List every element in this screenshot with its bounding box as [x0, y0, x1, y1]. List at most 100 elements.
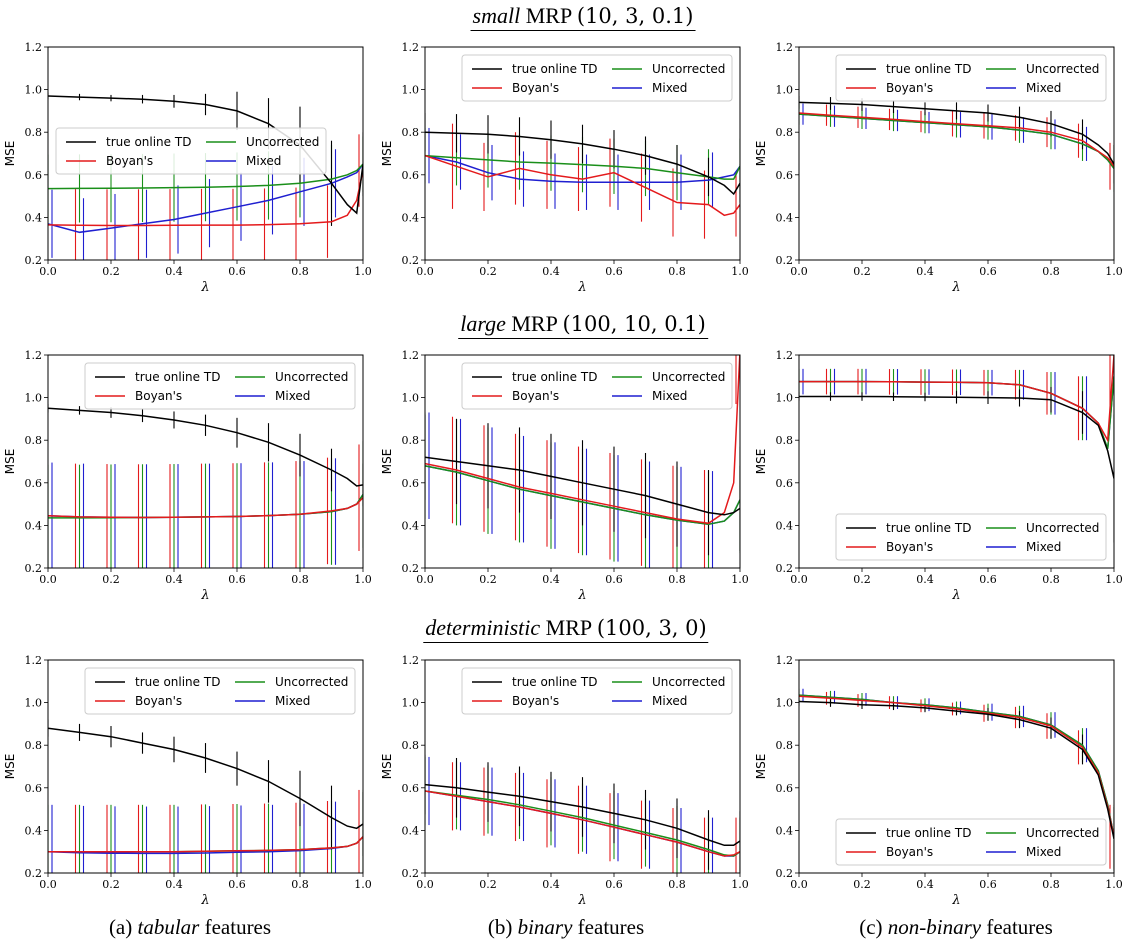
caption-emph: binary — [517, 915, 573, 939]
legend-box — [55, 127, 327, 175]
legend-label: Uncorrected — [1026, 826, 1099, 840]
legend: true online TD Boyan's Uncorrected Mixed — [461, 667, 733, 715]
caption-emph: tabular — [137, 915, 200, 939]
caption-nonbinary: (c) non-binary features — [859, 915, 1053, 940]
y-tick-label: 0.2 — [402, 562, 420, 575]
y-tick-label: 1.0 — [776, 392, 794, 405]
legend-box — [461, 362, 733, 410]
y-tick-label: 1.2 — [402, 41, 420, 54]
legend-label: Uncorrected — [246, 135, 319, 149]
legend-label: Uncorrected — [1026, 521, 1099, 535]
legend-label: Boyan's — [512, 389, 559, 403]
plot-area — [48, 91, 363, 260]
x-tick-label: 0.0 — [39, 573, 57, 586]
chart-panel-small-binary: 0.0 0.2 0.4 0.6 0.8 1.00.20.40.60.81.01.2λMSE… — [380, 41, 749, 295]
y-axis-label: MSE — [3, 449, 17, 475]
chart-panel-large-nonbinary: 0.0 0.2 0.4 0.6 0.8 1.00.20.40.60.81.01.2λMSE… — [754, 349, 1123, 603]
legend-box — [835, 818, 1107, 866]
legend-label: true online TD — [886, 826, 971, 840]
legend-label: Boyan's — [886, 845, 933, 859]
y-tick-label: 0.2 — [776, 254, 794, 267]
x-tick-label: 0.8 — [291, 573, 309, 586]
plot-area — [799, 95, 1114, 192]
y-axis-label: MSE — [754, 141, 768, 167]
legend-label: Boyan's — [512, 694, 559, 708]
series-line — [799, 355, 1114, 443]
x-tick-label: 0.2 — [479, 265, 497, 278]
x-tick-label: 0.2 — [102, 265, 120, 278]
x-tick-label: 1.0 — [1105, 265, 1123, 278]
legend-label: Uncorrected — [652, 370, 725, 384]
y-tick-label: 0.2 — [402, 254, 420, 267]
x-tick-label: 0.8 — [1042, 878, 1060, 891]
y-tick-label: 0.8 — [25, 126, 43, 139]
x-tick-label: 1.0 — [354, 878, 372, 891]
legend-label: Mixed — [1026, 845, 1061, 859]
y-tick-label: 1.2 — [776, 349, 794, 362]
legend: true online TD Boyan's Uncorrected Mixed — [461, 54, 733, 102]
legend-label: true online TD — [512, 370, 597, 384]
chart-panel-small-tabular: 0.0 0.2 0.4 0.6 0.8 1.00.20.40.60.81.01.2λMSE… — [3, 41, 372, 295]
x-tick-label: 0.6 — [605, 265, 623, 278]
x-tick-label: 0.4 — [542, 265, 560, 278]
legend: true online TD Boyan's Uncorrected Mixed — [835, 54, 1107, 102]
y-tick-label: 0.4 — [25, 211, 43, 224]
row-title-emph: small — [472, 3, 521, 28]
x-tick-label: 0.4 — [916, 573, 934, 586]
chart-panel-large-binary: 0.0 0.2 0.4 0.6 0.8 1.00.20.40.60.81.01.2λMSE… — [380, 349, 749, 603]
y-tick-label: 0.6 — [25, 477, 43, 490]
row-title-emph: large — [460, 311, 506, 336]
legend-label: Mixed — [652, 389, 687, 403]
y-tick-label: 1.0 — [402, 697, 420, 710]
series-line — [48, 95, 363, 215]
x-tick-label: 0.2 — [853, 265, 871, 278]
y-tick-label: 0.6 — [402, 782, 420, 795]
plot-frame — [47, 354, 364, 569]
legend-label: Boyan's — [512, 81, 559, 95]
plot-frame — [798, 659, 1115, 874]
y-tick-label: 1.0 — [25, 392, 43, 405]
legend-label: true online TD — [886, 521, 971, 535]
series-line — [48, 497, 363, 519]
series-line — [48, 727, 363, 830]
caption-rest: features — [204, 915, 272, 939]
legend-label: Boyan's — [135, 389, 182, 403]
caption-rest: features — [577, 915, 645, 939]
y-tick-label: 0.4 — [25, 519, 43, 532]
caption-emph: non-binary — [887, 915, 982, 939]
legend-label: Boyan's — [886, 540, 933, 554]
x-tick-label: 0.2 — [479, 573, 497, 586]
series-line — [799, 695, 1114, 837]
x-tick-label: 0.8 — [1042, 573, 1060, 586]
row-title-deterministic: deterministic MRP (100, 3, 0) — [423, 614, 709, 643]
caption-prefix: (a) — [108, 915, 133, 939]
legend-label: true online TD — [135, 675, 220, 689]
x-tick-label: 0.6 — [228, 265, 246, 278]
y-tick-label: 1.0 — [25, 697, 43, 710]
y-tick-label: 1.2 — [402, 654, 420, 667]
plot-area — [48, 719, 363, 873]
x-tick-label: 0.2 — [102, 878, 120, 891]
row-title-large: large MRP (100, 10, 0.1) — [458, 310, 708, 339]
series-line — [48, 163, 363, 190]
row-title-rest: MRP — [545, 615, 592, 640]
x-tick-label: 0.2 — [853, 878, 871, 891]
x-tick-label: 0.6 — [228, 878, 246, 891]
x-tick-label: 0.2 — [102, 573, 120, 586]
chart-panel-small-nonbinary: 0.0 0.2 0.4 0.6 0.8 1.00.20.40.60.81.01.2λMSE… — [754, 41, 1123, 295]
y-tick-label: 0.4 — [402, 824, 420, 837]
y-tick-label: 0.2 — [776, 562, 794, 575]
y-tick-label: 0.2 — [25, 562, 43, 575]
plot-area — [799, 355, 1114, 543]
plot-frame — [798, 46, 1115, 261]
y-axis-label: MSE — [380, 141, 394, 167]
x-tick-label: 0.4 — [542, 573, 560, 586]
series-line — [425, 154, 740, 180]
x-tick-label: 0.0 — [790, 878, 808, 891]
legend-label: true online TD — [512, 675, 597, 689]
y-tick-label: 0.2 — [776, 867, 794, 880]
series-line — [425, 790, 740, 857]
series-line — [425, 131, 740, 196]
y-axis-label: MSE — [754, 754, 768, 780]
series-line — [425, 465, 740, 526]
